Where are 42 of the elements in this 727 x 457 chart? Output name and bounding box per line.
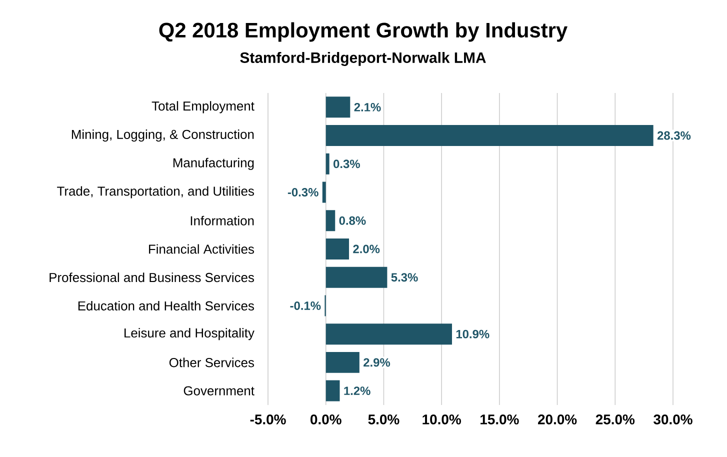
y-tick-label: Financial Activities	[149, 244, 254, 254]
x-tick-label: 25.0%	[596, 414, 635, 424]
x-tick-label: 10.0%	[422, 414, 461, 424]
bar	[326, 324, 452, 345]
chart-subtitle: Stamford-Bridgeport-Norwalk LMA	[240, 52, 486, 66]
bar	[326, 266, 388, 288]
data-label: 10.9%	[456, 330, 490, 338]
data-label: 2.0%	[353, 244, 380, 254]
bar	[326, 96, 350, 118]
x-tick-label: 15.0%	[480, 414, 519, 424]
y-tick-label: Trade, Transportation, and Utilities	[57, 186, 254, 198]
bar	[326, 153, 330, 174]
bar	[326, 238, 350, 260]
bar	[326, 352, 360, 373]
y-tick-label: Mining, Logging, & Construction	[72, 129, 254, 142]
data-label: 2.9%	[364, 358, 390, 367]
y-tick-label: Manufacturing	[173, 158, 254, 170]
y-tick-label: Education and Health Services	[78, 300, 254, 310]
y-tick-label: Information	[190, 216, 254, 226]
x-tick-label: 30.0%	[654, 414, 692, 424]
data-label: 1.2%	[344, 386, 370, 396]
x-tick-label: 0.0%	[310, 414, 342, 424]
data-label: 5.3%	[391, 273, 418, 282]
x-tick-label: 20.0%	[538, 414, 577, 424]
data-label: -0.3%	[288, 188, 318, 197]
chart-title: Q2 2018 Employment Growth by Industry	[159, 22, 568, 42]
data-label: 0.8%	[339, 216, 366, 225]
bar	[326, 380, 340, 402]
y-tick-label: Total Employment	[152, 101, 254, 114]
data-label: 2.1%	[354, 102, 381, 112]
bar	[326, 210, 336, 232]
data-label: -0.1%	[290, 301, 321, 310]
data-label: 0.3%	[334, 160, 360, 168]
x-tick-label: -5.0%	[250, 414, 286, 424]
bar	[326, 125, 654, 146]
y-tick-label: Professional and Business Services	[50, 272, 254, 282]
data-label: 28.3%	[657, 131, 691, 140]
y-tick-label: Leisure and Hospitality	[124, 328, 254, 340]
y-tick-label: Government	[184, 386, 254, 396]
x-tick-label: 5.0%	[368, 414, 400, 424]
y-tick-label: Other Services	[169, 358, 254, 368]
bar	[322, 182, 326, 203]
